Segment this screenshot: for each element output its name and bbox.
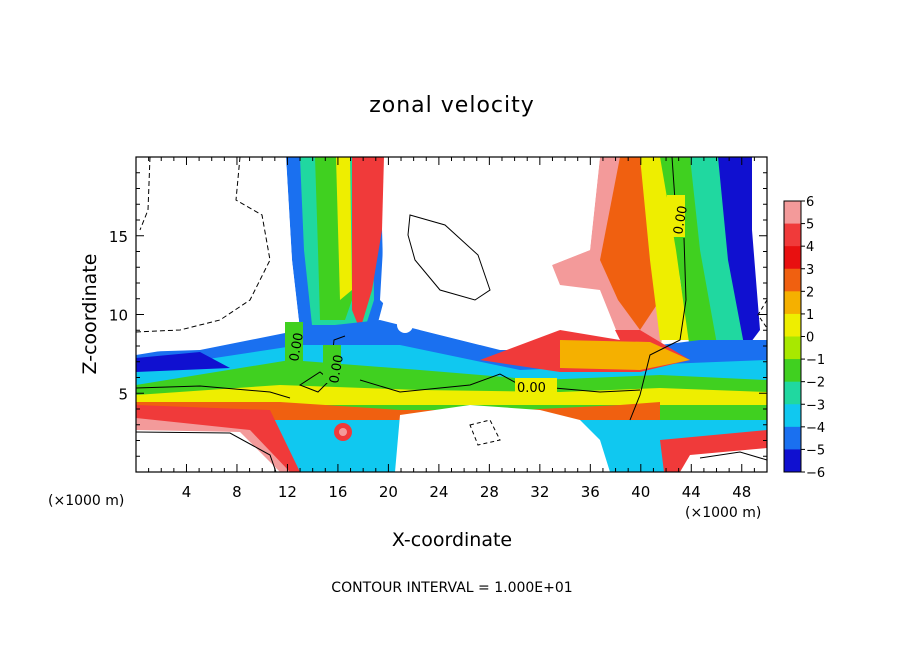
- contour-neg-right: [757, 299, 768, 329]
- x-axis-unit-right: (×1000 m): [685, 505, 761, 521]
- colorbar-bin: [784, 201, 801, 225]
- y-tick-label: 10: [109, 307, 128, 325]
- y-tick-label: 5: [118, 385, 128, 403]
- plot-area: 0.00 0.00 0.00 0.00 4 8 12 16 20 24 28 32 36 40 44…: [109, 156, 768, 501]
- colorbar-tick-label: 2: [806, 285, 814, 300]
- colorbar-tick-label: −1: [806, 353, 825, 368]
- contour-label-1: 0.00: [287, 332, 307, 363]
- colorbar-bin: [784, 449, 801, 473]
- x-tick-label: 8: [232, 483, 242, 501]
- x-tick-label: 4: [182, 483, 192, 501]
- colorbar-bin: [784, 313, 801, 337]
- x-tick-label: 24: [429, 483, 448, 501]
- colorbar-tick-label: 5: [806, 218, 814, 233]
- chart-title: zonal velocity: [369, 93, 535, 118]
- x-tick-label: 32: [530, 483, 549, 501]
- contour-label-2: 0.00: [327, 354, 347, 385]
- contour-zero-main: [135, 373, 641, 399]
- x-tick-label: 28: [480, 483, 499, 501]
- x-axis-unit-left: (×1000 m): [48, 493, 124, 509]
- x-tick-label: 16: [328, 483, 347, 501]
- field-hole-lower-middle: [395, 405, 610, 472]
- field-pink-spot: [339, 428, 347, 436]
- colorbar-bin: [784, 404, 801, 428]
- y-axis-label: Z-coordinate: [79, 254, 101, 375]
- colorbar-bin: [784, 291, 801, 315]
- field-band-orange-right: [560, 340, 690, 370]
- field-hole-upper-middle: [380, 157, 620, 345]
- contour-bottom-left: [135, 431, 277, 473]
- velocity-field: [136, 157, 767, 472]
- colorbar-bin: [784, 246, 801, 270]
- x-tick-label: 12: [278, 483, 297, 501]
- x-tick-label: 44: [682, 483, 701, 501]
- x-tick-label: 20: [379, 483, 398, 501]
- colorbar-bin: [784, 359, 801, 383]
- colorbar-tick-label: −6: [806, 466, 825, 481]
- contour-bottom-right: [699, 451, 768, 461]
- colorbar-tick-label: −5: [806, 443, 825, 458]
- contour-neg-lower: [469, 419, 501, 446]
- contour-neg-top-left: [135, 156, 271, 333]
- colorbar-tick-label: 0: [806, 331, 814, 346]
- x-tick-label: 48: [732, 483, 751, 501]
- colorbar-tick-label: 4: [806, 240, 814, 255]
- colorbar-tick-label: 3: [806, 263, 814, 278]
- y-tick-label: 15: [109, 228, 128, 246]
- field-right-column-blue: [718, 157, 760, 350]
- colorbar-tick-label: −3: [806, 398, 825, 413]
- x-axis-ticks: 4 8 12 16 20 24 28 32 36 40 44 48: [148, 157, 755, 501]
- contour-label-bg-2: [323, 345, 341, 383]
- colorbar-tick-label: −2: [806, 376, 825, 391]
- colorbar-bin: [784, 268, 801, 292]
- colorbar-bin: [784, 381, 801, 405]
- contour-label-bg-3: [515, 378, 557, 394]
- y-axis-ticks: 5 10 15: [109, 172, 767, 457]
- colorbar-tick-label: 1: [806, 308, 814, 323]
- field-hole-upper-left: [136, 157, 300, 352]
- contour-label-3: 0.00: [517, 381, 546, 396]
- field-band-yellow: [136, 385, 767, 405]
- contour-label-bg-1: [285, 322, 303, 362]
- contour-label-4: 0.00: [671, 205, 691, 236]
- x-tick-label: 40: [631, 483, 650, 501]
- field-right-column-cyan: [690, 157, 750, 350]
- colorbar-tick-label: 6: [806, 195, 814, 210]
- x-axis-label: X-coordinate: [392, 529, 512, 551]
- x-tick-label: 36: [581, 483, 600, 501]
- contour-interval-note: CONTOUR INTERVAL = 1.000E+01: [331, 580, 572, 596]
- contour-label-bg-4: [667, 195, 685, 237]
- field-left-column-yellow: [336, 157, 352, 300]
- field-left-column-red: [352, 157, 384, 330]
- colorbar-bin: [784, 336, 801, 360]
- field-white-spot: [397, 317, 413, 333]
- colorbar-bin: [784, 223, 801, 247]
- colorbar: 6 5 4 3 2 1 0 −1 −2 −3 −4 −5 −6: [783, 195, 825, 481]
- field-right-column-yellow: [640, 157, 690, 340]
- contour-label-group: 0.00 0.00 0.00 0.00: [285, 195, 691, 396]
- field-band-purple: [136, 352, 230, 372]
- colorbar-bin: [784, 426, 801, 450]
- contour-positive-loop: [407, 214, 491, 301]
- colorbar-tick-label: −4: [806, 421, 825, 436]
